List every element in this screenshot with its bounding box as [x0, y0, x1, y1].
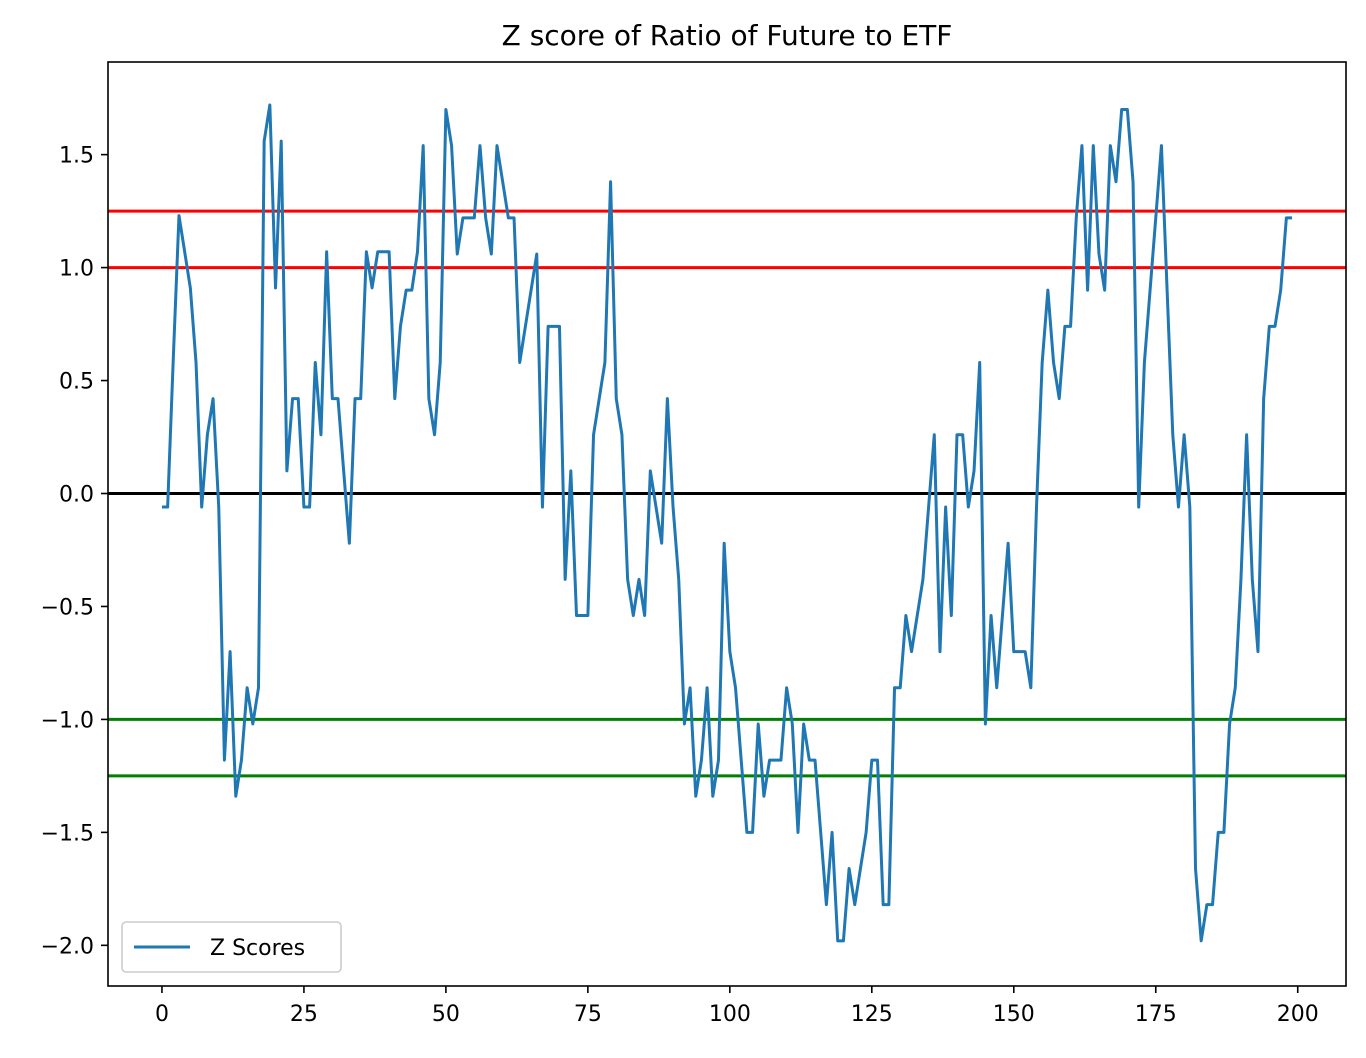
- x-tick-label: 150: [993, 1002, 1035, 1027]
- legend-box: [121, 921, 342, 973]
- y-tick-label: −2.0: [41, 934, 94, 959]
- y-tick-label: 0.0: [59, 483, 94, 508]
- y-tick-label: −0.5: [41, 595, 94, 620]
- x-tick-label: 200: [1277, 1002, 1319, 1027]
- y-tick-label: 1.0: [59, 257, 94, 282]
- reference-lines: [108, 209, 1346, 778]
- x-axis: 0 25 50 75 100 125 150 175 200: [155, 986, 1319, 1027]
- x-tick-label: 75: [574, 1002, 602, 1027]
- y-tick-label: 0.5: [59, 370, 94, 395]
- legend: Z Scores: [121, 921, 342, 973]
- series-line-z-scores: [161, 103, 1293, 943]
- legend-label-z-scores: Z Scores: [210, 936, 305, 961]
- y-tick-label: −1.0: [41, 708, 94, 733]
- y-tick-label: 1.5: [59, 144, 94, 169]
- y-axis: −2.0 −1.5 −1.0 −0.5 0.0 0.5 1.0 1.5: [41, 144, 108, 959]
- x-tick-label: 175: [1135, 1002, 1177, 1027]
- y-tick-label: −1.5: [41, 821, 94, 846]
- x-tick-label: 0: [155, 1002, 169, 1027]
- x-tick-label: 125: [851, 1002, 893, 1027]
- plot-frame: [107, 61, 1347, 987]
- x-tick-label: 100: [709, 1002, 751, 1027]
- x-tick-label: 50: [432, 1002, 460, 1027]
- x-tick-label: 25: [290, 1002, 318, 1027]
- series-layer: [161, 103, 1293, 943]
- chart-title: Z score of Ratio of Future to ETF: [502, 19, 953, 52]
